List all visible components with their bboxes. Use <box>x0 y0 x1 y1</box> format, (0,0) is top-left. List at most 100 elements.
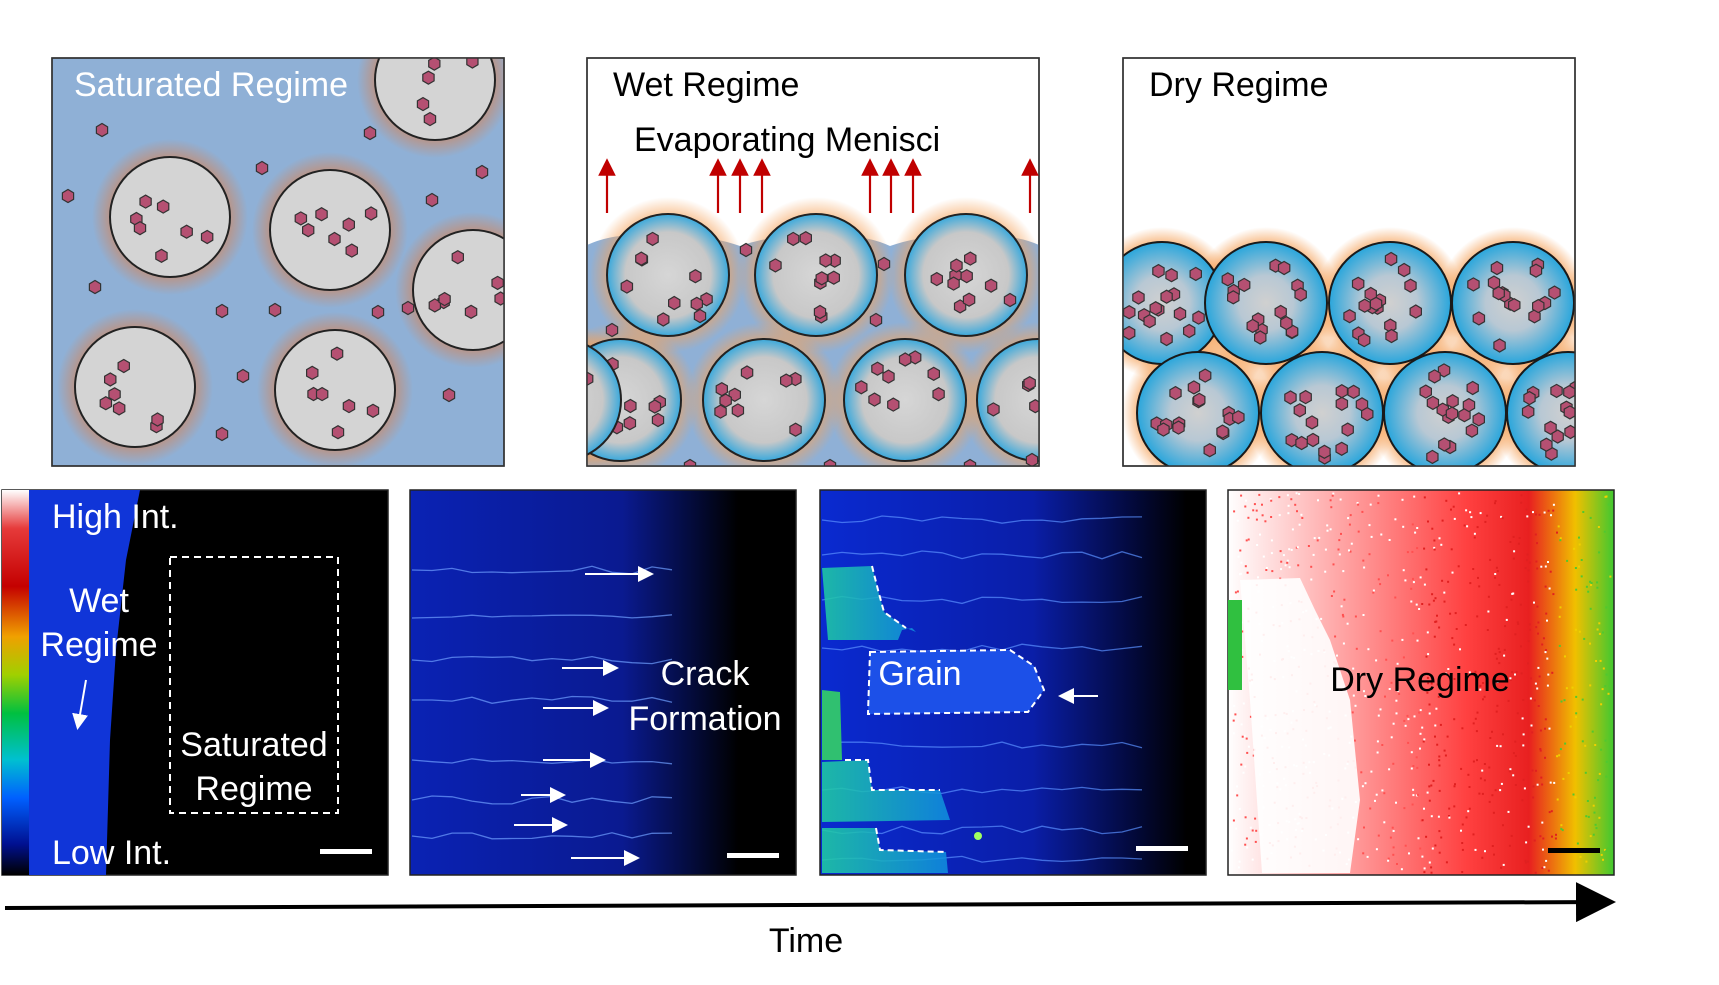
speckle <box>1482 698 1484 701</box>
speckle <box>1244 765 1247 768</box>
speckle <box>1249 826 1252 829</box>
speckle <box>1418 711 1421 714</box>
speckle <box>1372 589 1375 592</box>
solute-particle <box>1187 380 1201 395</box>
free-solute <box>739 242 753 258</box>
speckle <box>1244 565 1247 568</box>
speckle <box>1340 532 1342 535</box>
speckle <box>1330 506 1333 509</box>
speckle <box>1537 632 1539 635</box>
speckle <box>1472 833 1475 836</box>
dry-regime-panel: Dry Regime <box>1122 57 1576 467</box>
speckle <box>1234 713 1237 716</box>
speckle <box>1605 760 1608 763</box>
solute-particle <box>719 393 732 408</box>
speckle <box>1362 614 1365 616</box>
solute-particle <box>868 392 881 407</box>
speckle <box>1558 754 1561 757</box>
speckle <box>1542 637 1545 640</box>
solute-particle <box>133 221 147 236</box>
solute-particle <box>429 38 440 51</box>
solute-particle <box>1446 394 1459 409</box>
crack-line <box>411 758 673 765</box>
speckle <box>1426 631 1429 634</box>
speckle <box>1438 755 1441 758</box>
solute-particle <box>1426 449 1439 465</box>
speckle <box>1547 561 1549 563</box>
speckle <box>1410 751 1413 754</box>
speckle <box>1468 673 1471 676</box>
speckle <box>1559 537 1562 540</box>
dried-grain-4 <box>822 828 948 873</box>
speckle <box>1528 561 1531 564</box>
speckle <box>1453 785 1456 788</box>
free-solute <box>1025 452 1039 466</box>
speckle <box>1404 724 1407 727</box>
speckle <box>1556 755 1559 758</box>
speckle <box>1548 587 1551 590</box>
speckle <box>1388 539 1391 541</box>
speckle <box>1548 811 1551 814</box>
speckle <box>1232 719 1235 722</box>
solute-particle <box>1472 311 1486 326</box>
speckle <box>1348 523 1351 526</box>
speckle <box>1421 603 1424 605</box>
speckle <box>1522 699 1525 701</box>
speckle <box>1474 717 1477 720</box>
speckle <box>1473 532 1476 535</box>
speckle <box>1379 583 1382 586</box>
speckle <box>1234 791 1237 794</box>
speckle <box>1545 612 1548 615</box>
speckle <box>1425 835 1428 838</box>
speckle <box>1419 709 1422 712</box>
speckle <box>1455 628 1458 630</box>
speckle <box>1502 733 1504 736</box>
speckle <box>1436 743 1439 746</box>
speckle <box>1237 866 1240 869</box>
solute-particle <box>1347 384 1360 399</box>
speckle <box>1245 539 1248 542</box>
speckle <box>1494 502 1496 505</box>
speckle <box>1240 561 1243 564</box>
speckle <box>1261 503 1263 506</box>
speckle <box>1535 769 1537 772</box>
speckle <box>1362 559 1365 562</box>
speckle <box>1402 656 1405 659</box>
solute-particle <box>528 412 539 425</box>
speckle <box>1423 547 1426 550</box>
speckle <box>1242 771 1245 774</box>
solute-particle <box>117 358 130 374</box>
speckle <box>1514 740 1517 743</box>
speckle <box>1532 511 1534 514</box>
speckle <box>1270 516 1273 518</box>
speckle <box>1430 784 1433 787</box>
speckle <box>1392 762 1395 765</box>
speckle <box>1538 675 1541 678</box>
solute-particle <box>960 269 973 284</box>
speckle <box>1367 648 1370 651</box>
speckle <box>1246 751 1249 754</box>
speckle <box>1431 847 1434 850</box>
speckle <box>1232 819 1235 822</box>
speckle <box>1287 512 1290 515</box>
speckle <box>1502 863 1505 866</box>
speckle <box>1427 520 1429 523</box>
speckle <box>1510 834 1513 837</box>
speckle <box>1286 494 1289 497</box>
solute-particle <box>1216 424 1229 439</box>
speckle <box>1514 754 1517 757</box>
solute-particle <box>1357 332 1371 348</box>
speckle <box>1258 493 1261 496</box>
solute-particle <box>1285 433 1299 448</box>
speckle <box>1427 653 1430 656</box>
solute-particle <box>315 207 328 222</box>
speckle <box>1465 816 1468 819</box>
solute-particle <box>1152 263 1165 279</box>
speckle <box>1333 590 1336 593</box>
speckle <box>1460 829 1462 832</box>
speckle <box>1600 703 1603 706</box>
speckle <box>1412 794 1415 797</box>
speckle <box>1255 518 1258 521</box>
solute-particle <box>1335 396 1349 411</box>
